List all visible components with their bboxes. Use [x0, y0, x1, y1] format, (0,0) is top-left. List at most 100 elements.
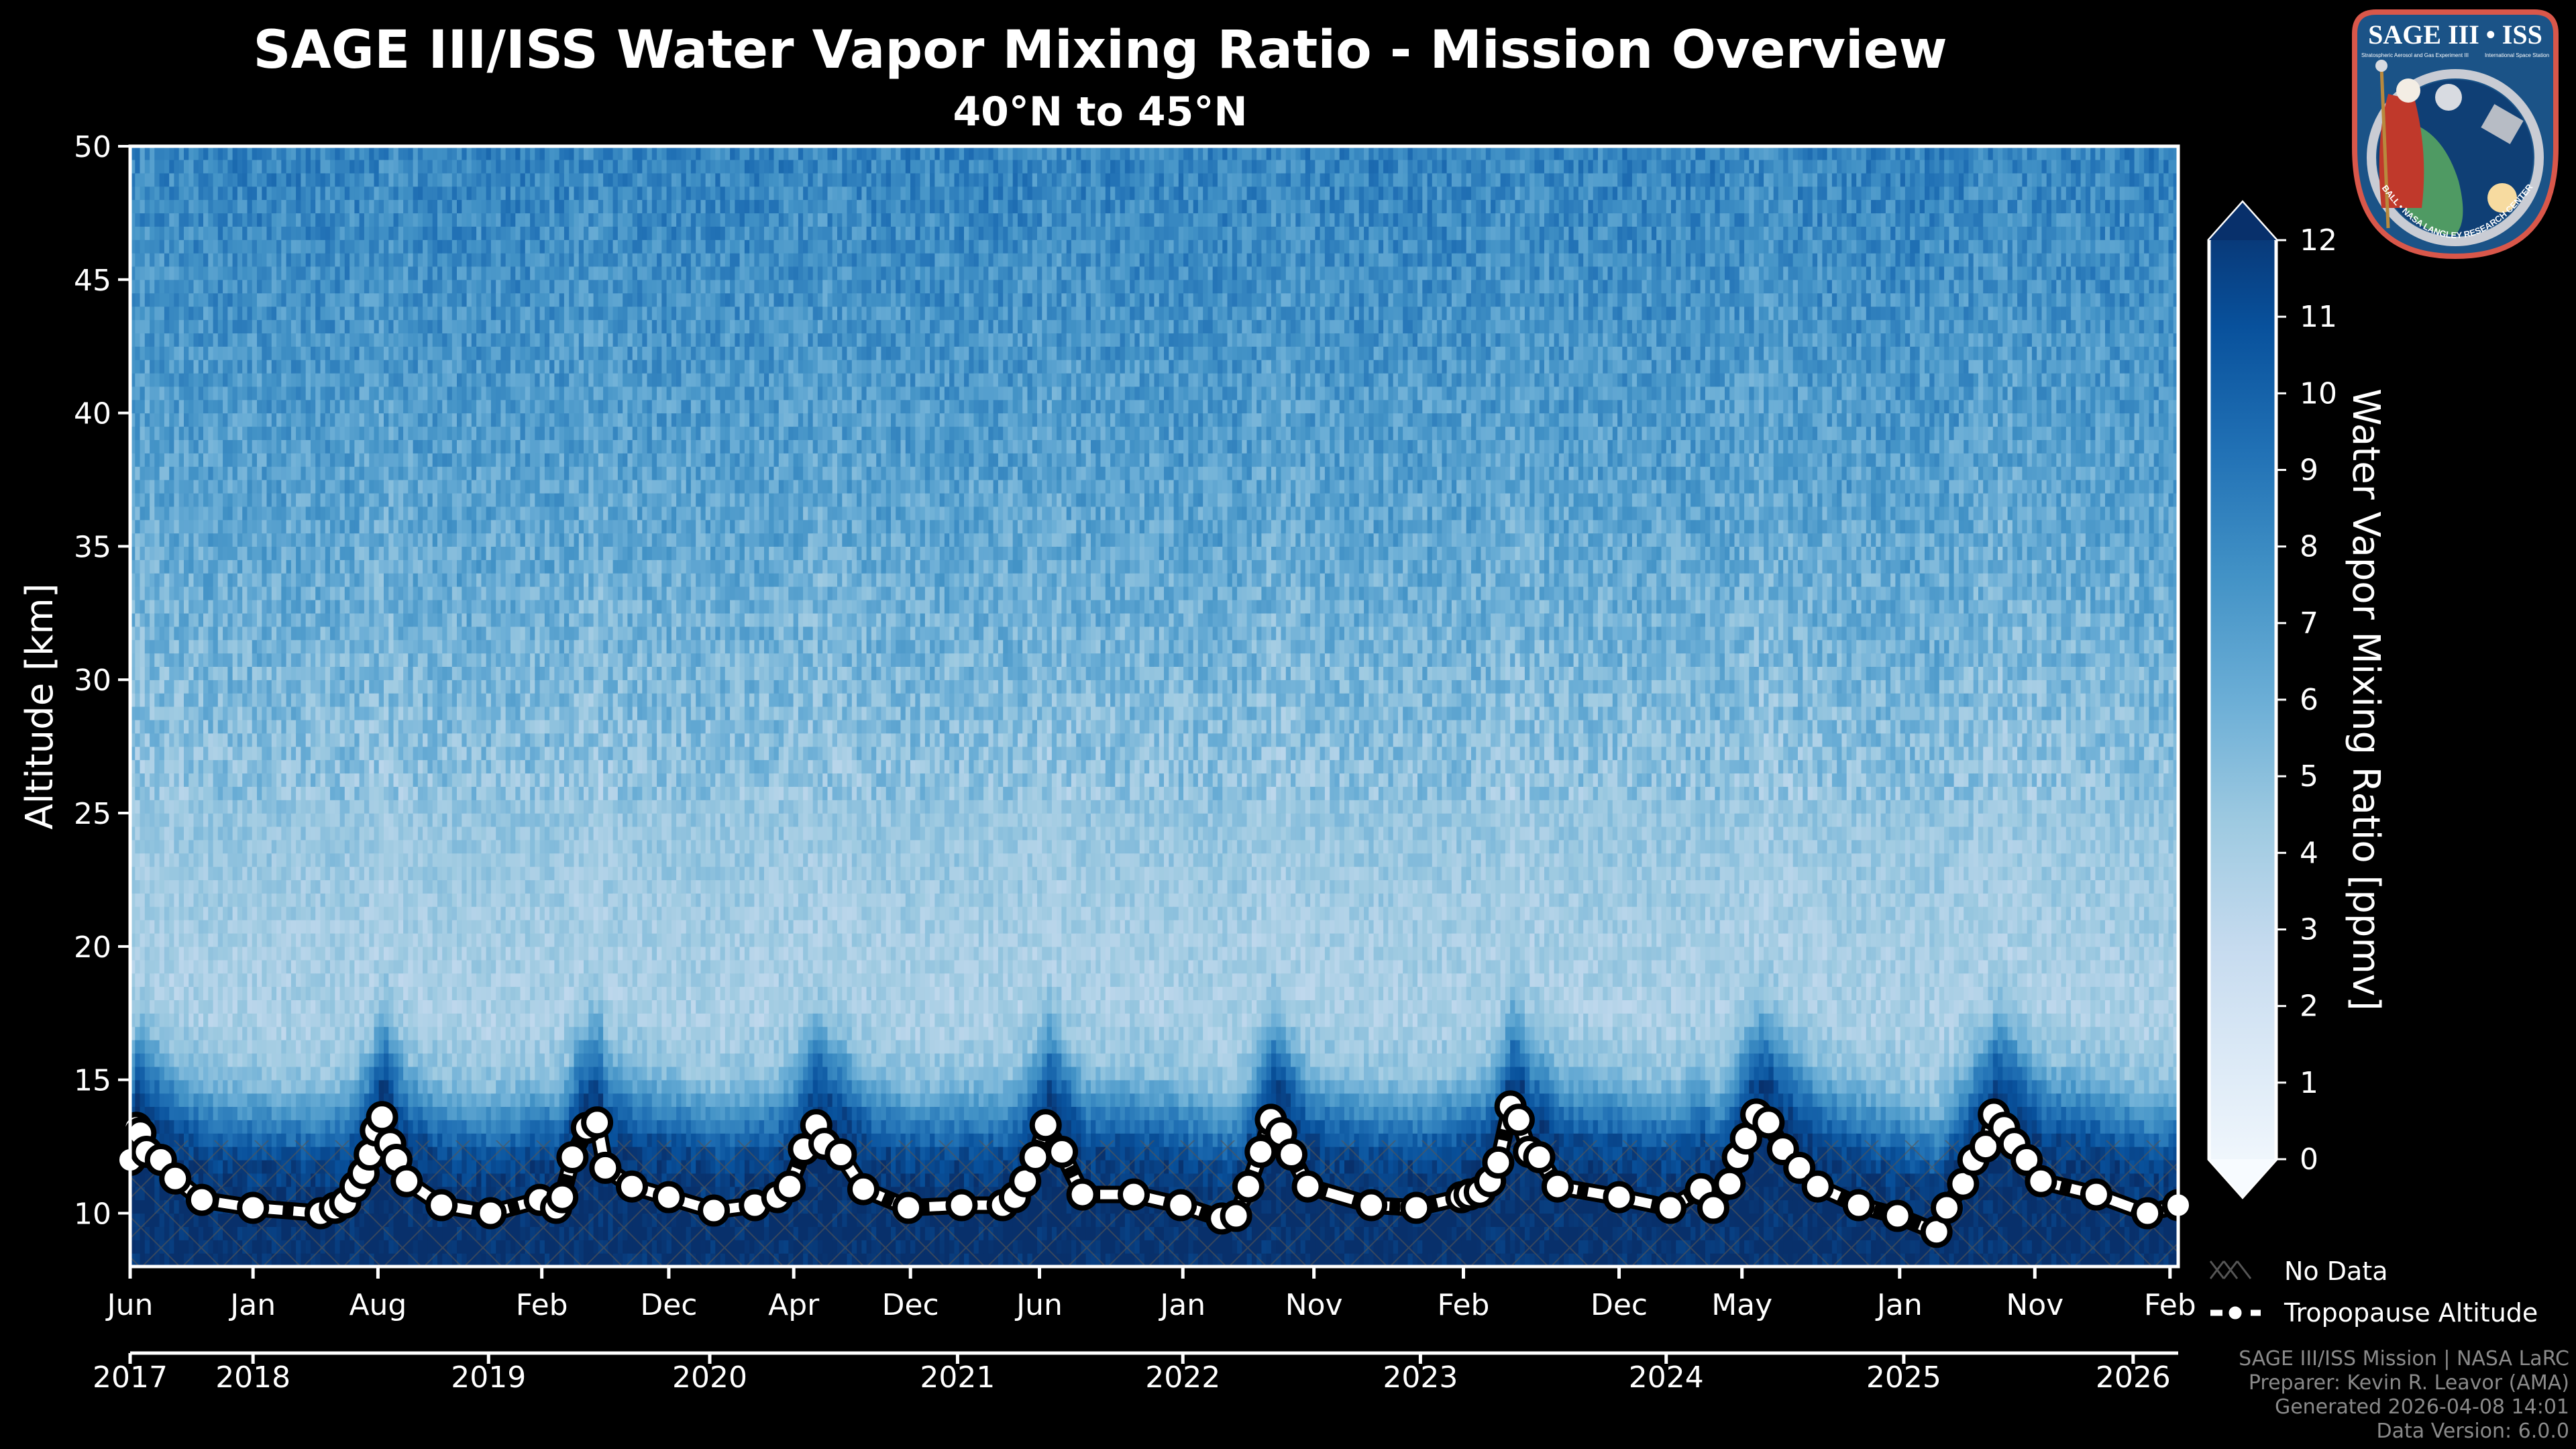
heatmap-cell	[164, 146, 170, 160]
heatmap-cell	[271, 1079, 277, 1094]
heatmap-cell	[335, 159, 341, 174]
heatmap-cell	[232, 693, 238, 707]
heatmap-cell	[252, 653, 258, 667]
heatmap-cell	[198, 386, 204, 400]
heatmap-cell	[237, 426, 243, 440]
heatmap-cell	[325, 213, 331, 227]
heatmap-cell	[403, 386, 409, 400]
heatmap-cell	[144, 480, 150, 494]
heatmap-cell	[417, 933, 423, 947]
heatmap-cell	[344, 226, 350, 240]
heatmap-cell	[320, 853, 326, 867]
heatmap-cell	[217, 906, 223, 920]
heatmap-cell	[311, 946, 316, 961]
heatmap-cell	[344, 492, 350, 507]
heatmap-cell	[217, 1120, 223, 1134]
heatmap-cell	[237, 239, 243, 254]
heatmap-cell	[174, 612, 180, 627]
heatmap-cell	[242, 786, 248, 800]
heatmap-cell	[350, 586, 355, 600]
heatmap-cell	[359, 893, 365, 907]
heatmap-cell	[213, 159, 219, 174]
heatmap-cell	[339, 533, 345, 547]
heatmap-cell	[189, 266, 195, 280]
heatmap-cell	[193, 733, 199, 747]
heatmap-cell	[169, 319, 175, 333]
heatmap-cell	[164, 853, 170, 867]
heatmap-cell	[325, 826, 331, 841]
heatmap-cell	[130, 959, 136, 974]
heatmap-cell	[262, 746, 268, 761]
heatmap-cell	[223, 159, 228, 174]
heatmap-cell	[247, 1106, 253, 1120]
heatmap-cell	[257, 973, 262, 987]
heatmap-cell	[242, 600, 248, 614]
heatmap-cell	[339, 786, 345, 800]
heatmap-cell	[266, 253, 272, 267]
heatmap-cell	[150, 506, 155, 521]
heatmap-cell	[198, 333, 204, 347]
heatmap-cell	[398, 213, 404, 227]
heatmap-cell	[150, 386, 155, 400]
heatmap-cell	[189, 319, 195, 333]
heatmap-cell	[364, 893, 370, 907]
heatmap-cell	[388, 146, 394, 160]
heatmap-cell	[403, 292, 409, 307]
heatmap-cell	[150, 399, 155, 414]
heatmap-cell	[247, 626, 253, 641]
heatmap-cell	[178, 600, 184, 614]
heatmap-cell	[339, 986, 345, 1000]
heatmap-cell	[257, 1106, 262, 1120]
heatmap-cell	[330, 986, 335, 1000]
heatmap-cell	[388, 480, 394, 494]
heatmap-cell	[315, 360, 321, 374]
heatmap-cell	[135, 986, 141, 1000]
heatmap-cell	[276, 1000, 282, 1014]
heatmap-cell	[384, 986, 389, 1000]
heatmap-cell	[388, 213, 394, 227]
heatmap-cell	[325, 879, 331, 894]
heatmap-cell	[252, 826, 258, 841]
heatmap-cell	[305, 879, 311, 894]
heatmap-cell	[227, 533, 233, 547]
heatmap-cell	[178, 973, 184, 987]
heatmap-cell	[208, 266, 214, 280]
heatmap-cell	[257, 1000, 262, 1014]
heatmap-cell	[150, 426, 155, 440]
heatmap-cell	[315, 906, 321, 920]
heatmap-cell	[325, 653, 331, 667]
heatmap-cell	[369, 1093, 375, 1107]
heatmap-cell	[311, 1066, 316, 1081]
heatmap-cell	[296, 786, 301, 800]
heatmap-cell	[178, 306, 184, 321]
heatmap-cell	[257, 612, 262, 627]
heatmap-cell	[203, 680, 209, 694]
heatmap-cell	[130, 1000, 136, 1014]
heatmap-cell	[247, 492, 253, 507]
heatmap-cell	[203, 506, 209, 521]
heatmap-cell	[350, 906, 355, 920]
heatmap-cell	[154, 1079, 160, 1094]
heatmap-cell	[374, 653, 380, 667]
heatmap-cell	[344, 186, 350, 201]
heatmap-cell	[271, 266, 277, 280]
heatmap-cell	[178, 279, 184, 294]
heatmap-cell	[311, 1026, 316, 1040]
heatmap-cell	[174, 759, 180, 773]
heatmap-cell	[325, 626, 331, 641]
heatmap-cell	[311, 266, 316, 280]
heatmap-cell	[408, 492, 414, 507]
heatmap-cell	[417, 839, 423, 854]
heatmap-cell	[144, 573, 150, 587]
heatmap-cell	[413, 1040, 419, 1054]
heatmap-cell	[150, 626, 155, 641]
heatmap-cell	[174, 253, 180, 267]
heatmap-cell	[320, 680, 326, 694]
heatmap-cell	[169, 306, 175, 321]
heatmap-cell	[252, 946, 258, 961]
heatmap-cell	[296, 866, 301, 881]
heatmap-cell	[315, 533, 321, 547]
heatmap-cell	[384, 306, 389, 321]
heatmap-cell	[159, 1133, 165, 1147]
heatmap-cell	[344, 533, 350, 547]
